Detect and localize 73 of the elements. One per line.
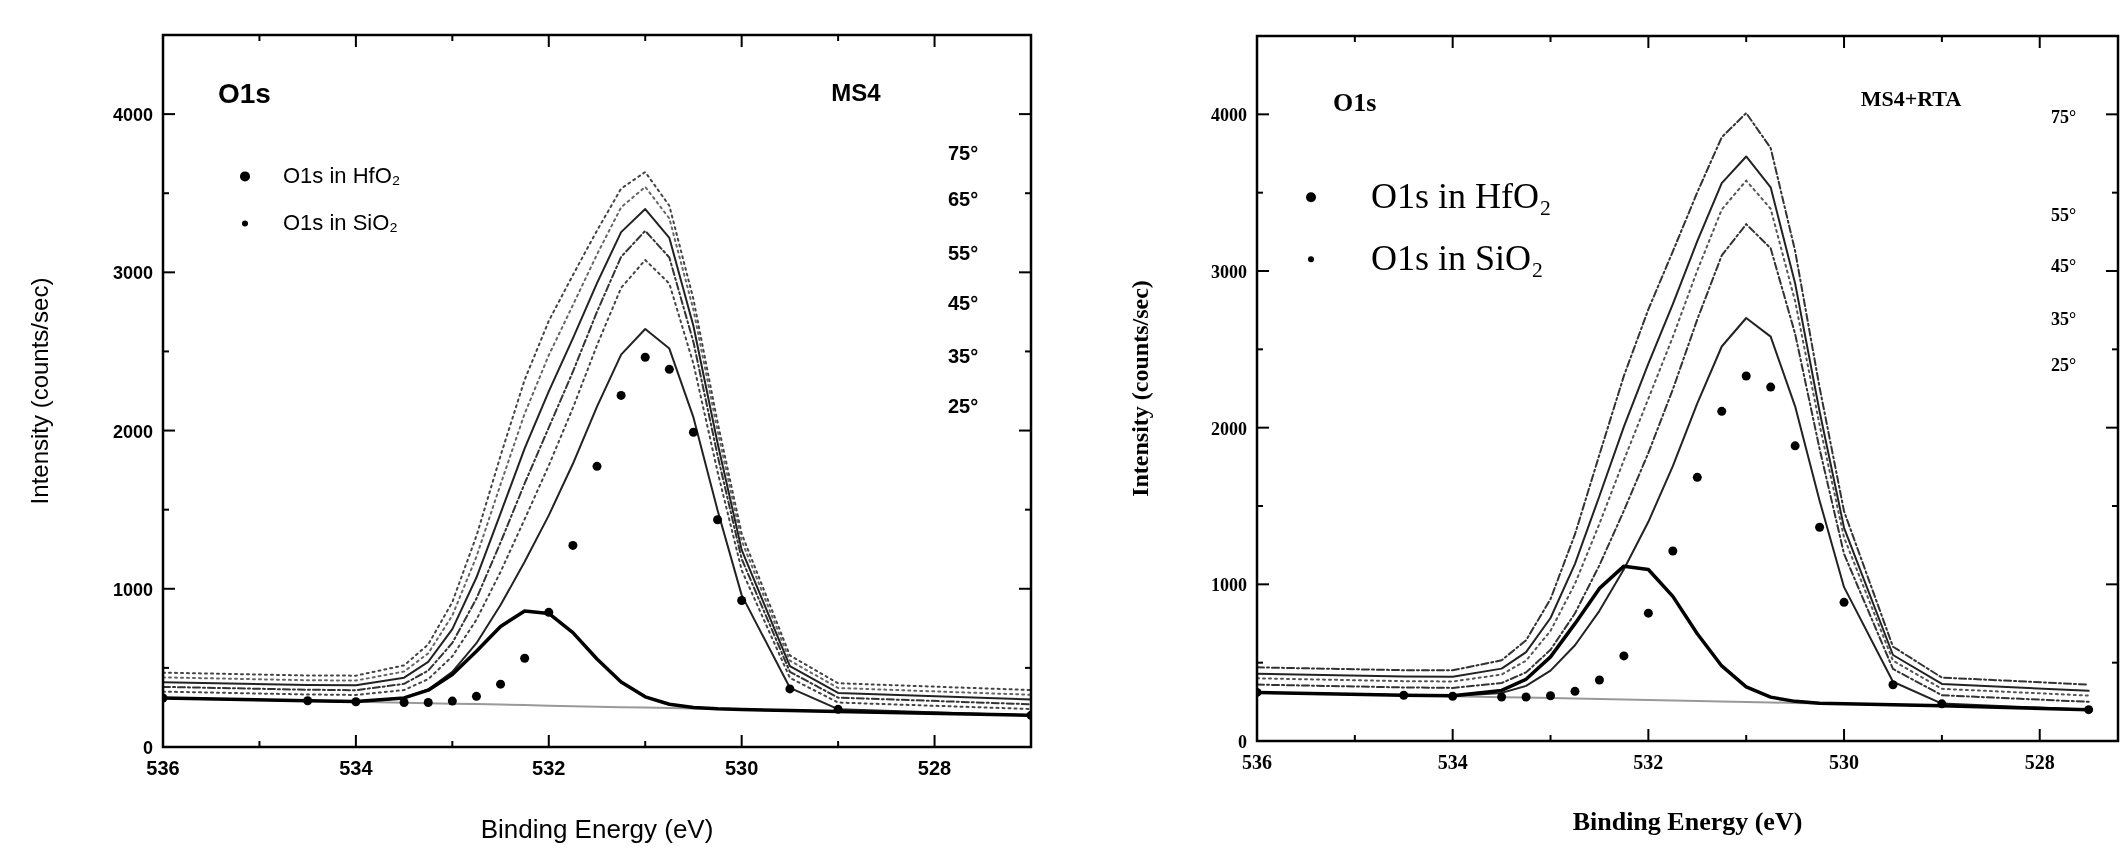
x-tick-label: 530 (1829, 751, 1860, 773)
point (1790, 441, 1800, 451)
y-tick-label: 4000 (1211, 105, 1247, 126)
point (1594, 675, 1604, 685)
legend-label: O1s in SiO₂ (1371, 238, 1544, 278)
annotation: 45° (948, 292, 979, 314)
annotation: MS4 (831, 79, 882, 106)
y-tick-label: 0 (1238, 732, 1247, 752)
point (688, 427, 698, 437)
point (1497, 692, 1507, 702)
point (640, 352, 650, 362)
point (1717, 406, 1727, 416)
point (1570, 686, 1580, 696)
point (592, 461, 602, 471)
point (1741, 371, 1751, 381)
y-tick-label: 2000 (1211, 418, 1247, 439)
point (1546, 691, 1556, 701)
point (447, 696, 457, 706)
x-tick-label: 536 (1242, 751, 1272, 773)
point (520, 653, 530, 663)
point (471, 691, 481, 701)
annotation: 65° (948, 188, 979, 210)
y-tick-label: 4000 (112, 105, 153, 126)
annotation: 55° (948, 242, 979, 264)
point (1815, 522, 1825, 532)
point (568, 540, 578, 550)
point (1766, 382, 1776, 392)
x-tick-label: 528 (2024, 751, 2055, 773)
x-tick-label: 532 (532, 757, 566, 779)
point (1619, 651, 1629, 661)
y-axis-title: Intensity (counts/sec) (1127, 280, 1153, 497)
annotation: 45° (2051, 256, 2077, 276)
point (496, 679, 506, 689)
x-tick-label: 536 (146, 757, 180, 779)
x-tick-label: 528 (917, 757, 952, 779)
x-tick-label: 530 (724, 757, 759, 779)
y-tick-label: 3000 (1211, 262, 1247, 282)
y-axis-title: Intensity (counts/sec) (26, 277, 53, 505)
annotation: 25° (2051, 355, 2077, 375)
y-tick-label: 1000 (112, 579, 153, 600)
point (1839, 597, 1849, 607)
legend-label: O1s in SiO₂ (283, 210, 398, 235)
point (423, 698, 433, 708)
x-tick-label: 532 (1633, 751, 1664, 773)
point (737, 595, 747, 605)
point (1888, 680, 1898, 690)
y-tick-label: 0 (142, 738, 153, 758)
y-tick-label: 2000 (112, 421, 153, 442)
annotation: 25° (948, 395, 979, 417)
point (785, 684, 795, 694)
y-tick-label: 1000 (1211, 575, 1247, 596)
annotation: MS4+RTA (1860, 86, 1962, 111)
point (616, 390, 626, 400)
annotation: 35° (2051, 309, 2077, 329)
point (1668, 546, 1678, 556)
y-tick-label: 3000 (112, 263, 153, 284)
point (1692, 472, 1702, 482)
x-axis-title: Binding Energy (eV) (480, 814, 714, 844)
annotation: 35° (948, 345, 979, 367)
point (1521, 692, 1531, 702)
point (713, 515, 723, 525)
annotation: 75° (948, 142, 979, 164)
x-tick-label: 534 (1437, 751, 1468, 773)
annotation: O1s (1333, 88, 1377, 117)
annotation: 55° (2051, 205, 2077, 225)
point (664, 364, 674, 374)
legend-label: O1s in HfO₂ (283, 163, 401, 188)
x-axis-title: Binding Energy (eV) (1572, 807, 1803, 836)
x-tick-label: 534 (339, 757, 374, 779)
point (1643, 608, 1653, 618)
annotation: 75° (2051, 107, 2077, 127)
legend-label: O1s in HfO₂ (1371, 176, 1552, 216)
annotation: O1s (218, 78, 271, 109)
